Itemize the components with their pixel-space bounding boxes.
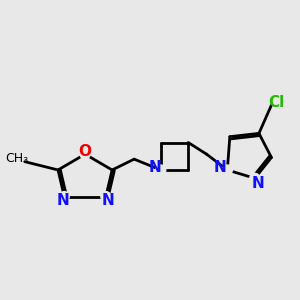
Text: CH₃: CH₃	[5, 152, 28, 165]
Text: N: N	[148, 160, 161, 175]
Circle shape	[101, 192, 111, 202]
Circle shape	[222, 165, 232, 175]
Circle shape	[250, 173, 260, 183]
Circle shape	[156, 165, 166, 175]
Text: N: N	[252, 176, 265, 191]
Circle shape	[80, 149, 90, 159]
Text: Cl: Cl	[268, 95, 284, 110]
Text: O: O	[79, 144, 92, 159]
Text: N: N	[56, 193, 69, 208]
Circle shape	[59, 192, 69, 202]
Text: N: N	[101, 193, 114, 208]
Text: N: N	[214, 160, 226, 175]
